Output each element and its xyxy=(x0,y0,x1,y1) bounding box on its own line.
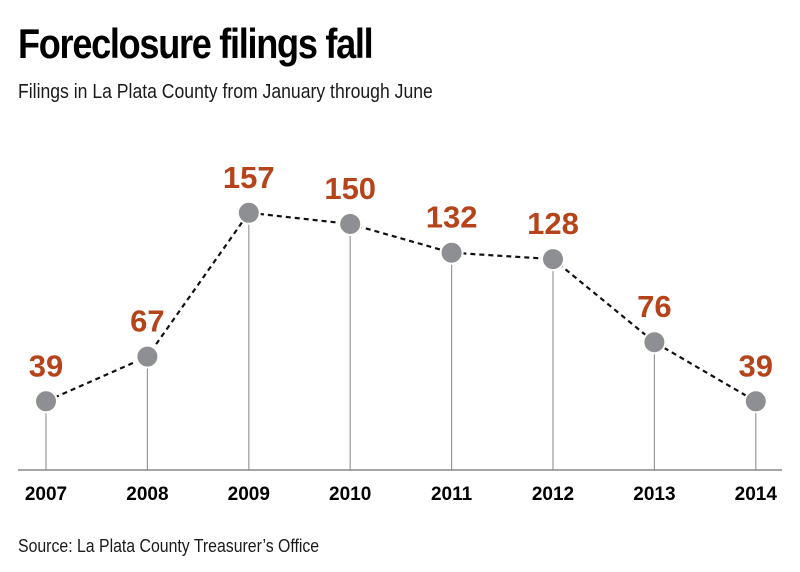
value-label-2011: 132 xyxy=(426,200,478,235)
data-markers xyxy=(34,200,768,414)
x-tick-label-2009: 2009 xyxy=(228,484,270,505)
data-point-2010 xyxy=(338,211,363,236)
drop-lines xyxy=(45,212,757,470)
x-tick-label-2012: 2012 xyxy=(532,484,574,505)
data-point-2012 xyxy=(541,247,565,272)
x-tick-label-2008: 2008 xyxy=(126,484,168,505)
value-label-2008: 67 xyxy=(130,304,164,339)
data-point-2014 xyxy=(743,389,768,414)
chart-title: Foreclosure filings fall xyxy=(18,20,374,67)
x-tick-label-2010: 2010 xyxy=(329,484,371,505)
value-label-2014: 39 xyxy=(739,348,773,383)
line-chart: 39 67 157 150 132 128 76 39 2007 2008 2009 2010 201… xyxy=(18,160,782,505)
x-tick-label-2014: 2014 xyxy=(735,484,778,505)
x-tick-labels: 2007 2008 2009 2010 2011 2012 2013 2014 xyxy=(25,484,778,505)
value-labels: 39 67 157 150 132 128 76 39 xyxy=(29,160,773,384)
data-point-2009 xyxy=(236,200,261,225)
x-tick-label-2013: 2013 xyxy=(633,484,675,505)
value-label-2009: 157 xyxy=(223,160,275,195)
x-tick-label-2011: 2011 xyxy=(431,484,473,505)
series-line xyxy=(45,211,757,403)
value-label-2007: 39 xyxy=(29,348,63,383)
value-label-2010: 150 xyxy=(324,171,376,206)
data-point-2008 xyxy=(135,344,160,369)
source-note: Source: La Plata County Treasurer’s Offi… xyxy=(18,536,320,556)
data-point-2013 xyxy=(642,330,667,355)
data-point-2007 xyxy=(34,389,58,414)
chart-subtitle: Filings in La Plata County from January … xyxy=(18,81,433,103)
data-point-2011 xyxy=(439,240,464,265)
value-label-2013: 76 xyxy=(637,289,671,324)
value-label-2012: 128 xyxy=(527,206,579,241)
x-tick-label-2007: 2007 xyxy=(25,484,67,505)
